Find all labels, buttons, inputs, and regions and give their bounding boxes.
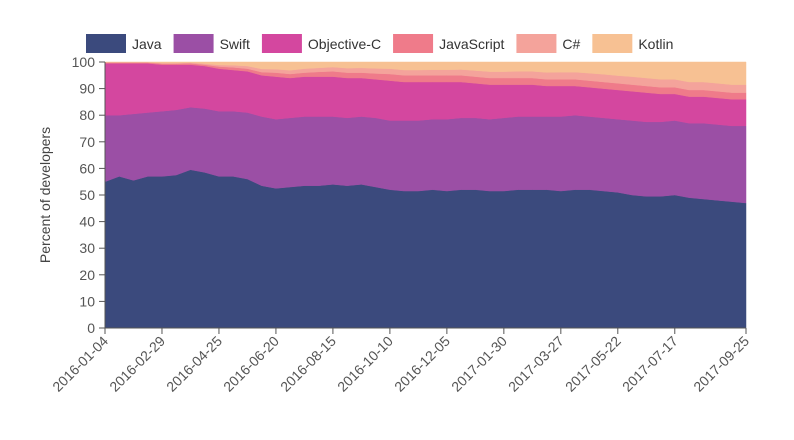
y-tick-label: 0	[87, 320, 95, 336]
x-tick-label: 2017-01-30	[448, 333, 510, 395]
legend-label: Java	[132, 36, 162, 52]
legend-label: C#	[562, 36, 580, 52]
legend-swatch	[393, 34, 434, 53]
x-tick-label: 2016-04-25	[163, 333, 225, 395]
y-tick-label: 30	[79, 240, 95, 256]
y-tick-label: 70	[79, 134, 95, 150]
y-axis: 0 10 20 30 40 50 60 70 80 90 100	[72, 54, 106, 336]
x-tick-label: 2016-12-05	[391, 333, 453, 395]
legend-item-objective-c: Objective-C	[261, 34, 381, 53]
legend-swatch	[261, 34, 302, 53]
y-tick-label: 20	[79, 267, 95, 283]
legend-swatch	[173, 34, 214, 53]
x-tick-label: 2017-05-22	[562, 333, 624, 395]
legend-swatch	[592, 34, 633, 53]
legend-label: JavaScript	[439, 36, 504, 52]
series-areas	[104, 61, 747, 329]
y-tick-label: 10	[79, 293, 95, 309]
legend-swatch	[86, 34, 126, 53]
x-tick-label: 2016-10-10	[334, 333, 396, 395]
x-axis: 2016-01-042016-02-292016-04-252016-06-20…	[49, 327, 752, 395]
y-tick-label: 80	[79, 107, 95, 123]
legend-item-java: Java	[86, 34, 162, 53]
x-tick-label: 2017-03-27	[505, 333, 567, 395]
legend-item-kotlin: Kotlin	[592, 34, 673, 53]
y-tick-label: 100	[72, 54, 96, 70]
x-tick-label: 2016-02-29	[106, 333, 168, 395]
x-tick-label: 2016-08-15	[277, 333, 339, 395]
x-tick-label: 2017-09-25	[690, 333, 752, 395]
legend-item-swift: Swift	[173, 34, 250, 53]
legend-item-c: C#	[516, 34, 581, 53]
x-tick-label: 2016-01-04	[49, 333, 111, 395]
legend: Java Swift Objective-C JavaScript C# Kotlin	[86, 34, 673, 53]
legend-swatch	[516, 34, 557, 53]
legend-item-javascript: JavaScript	[393, 34, 505, 53]
x-tick-label: 2017-07-17	[619, 333, 681, 395]
legend-label: Objective-C	[308, 36, 381, 52]
area-kotlin	[104, 61, 747, 85]
y-tick-label: 60	[79, 160, 95, 176]
legend-label: Kotlin	[638, 36, 673, 52]
x-tick-label: 2016-06-20	[220, 333, 282, 395]
legend-label: Swift	[220, 36, 250, 52]
y-axis-label: Percent of developers	[37, 127, 53, 263]
y-tick-label: 40	[79, 214, 95, 230]
y-tick-label: 90	[79, 81, 95, 97]
y-tick-label: 50	[79, 187, 95, 203]
